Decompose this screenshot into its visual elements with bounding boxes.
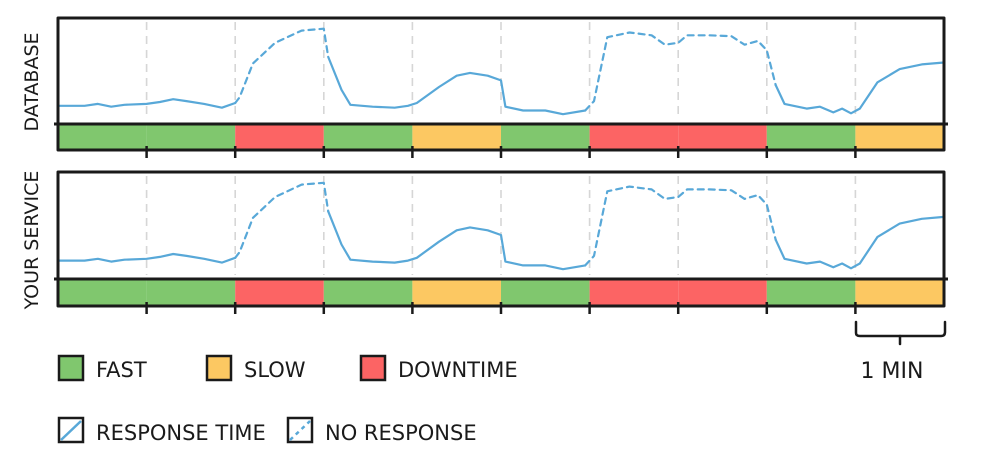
no-response-line [234,181,330,259]
status-segment-fast [323,279,413,306]
no-response-line [234,27,330,105]
scale-label: 1 MIN [861,359,924,384]
status-segment-downtime [589,124,679,150]
response-time-line [774,61,946,115]
status-segment-fast [146,124,236,150]
status-segment-slow [412,279,501,306]
status-segment-downtime [589,279,679,306]
legend-no-response: NO RESPONSE [286,416,477,445]
response-time-line [56,252,237,264]
legend-slow: SLOW [205,354,306,382]
legend-fast: FAST [57,354,147,382]
legend-no-response-label: NO RESPONSE [325,421,477,445]
status-segment-downtime [678,124,767,150]
status-segment-slow [412,124,501,150]
legend-downtime: DOWNTIME [359,354,518,382]
response-time-line [327,55,587,116]
legend-response-time: RESPONSE TIME [57,416,266,445]
legend-response-time-label: RESPONSE TIME [96,421,266,445]
response-time-line [56,98,237,109]
legend: FAST SLOW DOWNTIME RESPONSE TIME NO RESP… [57,354,518,445]
legend-downtime-label: DOWNTIME [398,358,518,382]
panels: DATABASE YOUR SERVICE [21,16,948,314]
status-segment-fast [766,279,856,306]
panel-label: YOUR SERVICE [21,171,43,311]
status-segment-fast [501,279,590,306]
downtime-swatch [359,354,387,382]
slow-swatch [205,354,233,382]
response-time-line [774,215,946,270]
scale-bracket [854,320,947,346]
no-response-line [584,31,777,112]
status-segment-fast [58,279,147,306]
response-time-line [327,210,587,271]
status-segment-fast [501,124,590,150]
panel-label: DATABASE [21,32,43,131]
status-segment-fast [146,279,236,306]
status-segment-downtime [235,279,324,306]
status-segment-slow [855,279,944,306]
status-segment-slow [855,124,944,150]
status-segment-fast [766,124,856,150]
panel-your-service: YOUR SERVICE [21,170,948,314]
status-segment-fast [58,124,147,150]
legend-slow-label: SLOW [244,358,306,382]
status-segment-fast [323,124,413,150]
fast-swatch [57,354,85,382]
no-response-line [584,185,777,267]
response-time-line-icon [60,420,82,441]
status-segment-downtime [235,124,324,150]
legend-fast-label: FAST [96,358,147,382]
panel-database: DATABASE [21,16,948,158]
status-segment-downtime [678,279,767,306]
